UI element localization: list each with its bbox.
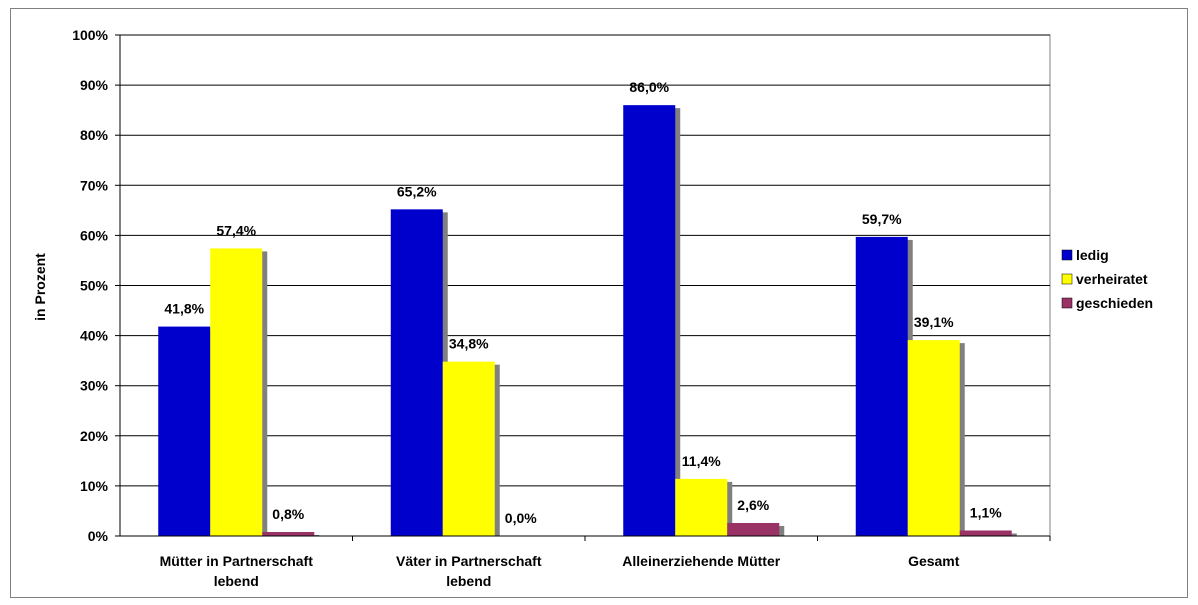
x-category-label: Alleinerziehende Mütter: [622, 553, 780, 569]
x-category-label: lebend: [214, 573, 259, 589]
data-label: 0,0%: [505, 510, 537, 526]
data-label: 59,7%: [862, 211, 902, 227]
y-tick-label: 90%: [80, 77, 109, 93]
data-label: 86,0%: [629, 79, 669, 95]
y-tick-label: 40%: [80, 328, 109, 344]
y-tick-label: 100%: [72, 27, 108, 43]
y-tick-label: 60%: [80, 227, 109, 243]
y-axis-label: in Prozent: [32, 253, 48, 321]
y-tick-label: 30%: [80, 378, 109, 394]
legend-swatch-verheiratet: [1061, 273, 1073, 285]
data-label: 2,6%: [737, 497, 769, 513]
bar-verheiratet: [210, 248, 263, 536]
data-labels: 41,8% 57,4% 0,8% 65,2% 34,8% 0,0% 86,0% 11,4% 2,…: [164, 79, 1002, 526]
bar-ledig: [855, 236, 908, 536]
y-tick-label: 70%: [80, 177, 109, 193]
bar-ledig: [390, 209, 443, 536]
bar-verheiratet: [675, 478, 728, 536]
bar-ledig: [623, 105, 676, 536]
bar-ledig: [158, 326, 211, 536]
y-tick-label: 20%: [80, 428, 109, 444]
bar-verheiratet: [907, 340, 960, 536]
bar-geschieden: [727, 522, 780, 536]
legend-label: verheiratet: [1076, 271, 1148, 287]
data-label: 1,1%: [970, 504, 1002, 520]
legend-swatch-geschieden: [1061, 297, 1073, 309]
y-tick-label: 0%: [88, 528, 109, 544]
x-category-labels: Mütter in Partnerschaft lebend Väter in Pa…: [160, 553, 960, 589]
x-category-label: Mütter in Partnerschaft: [160, 553, 314, 569]
data-label: 34,8%: [449, 336, 489, 352]
legend-label: geschieden: [1076, 295, 1153, 311]
bar-geschieden: [262, 531, 315, 536]
legend: ledig verheiratet geschieden: [1061, 247, 1153, 311]
x-category-label: Väter in Partnerschaft: [396, 553, 542, 569]
data-label: 65,2%: [397, 183, 437, 199]
data-label: 11,4%: [682, 453, 721, 469]
data-label: 39,1%: [914, 314, 954, 330]
data-label: 0,8%: [272, 506, 304, 522]
bars: [158, 105, 1017, 536]
x-category-label: lebend: [446, 573, 491, 589]
bar-geschieden: [959, 530, 1012, 536]
bar-verheiratet: [442, 361, 495, 536]
x-category-label: Gesamt: [908, 553, 960, 569]
data-label: 57,4%: [216, 222, 256, 238]
y-tick-label: 10%: [80, 478, 109, 494]
legend-swatch-ledig: [1061, 249, 1073, 261]
legend-label: ledig: [1076, 247, 1109, 263]
y-tick-label: 80%: [80, 127, 109, 143]
y-tick-labels: 0% 10% 20% 30% 40% 50% 60% 70% 80% 90% 100%: [72, 27, 120, 544]
data-label: 41,8%: [164, 301, 204, 317]
y-tick-label: 50%: [80, 278, 109, 294]
